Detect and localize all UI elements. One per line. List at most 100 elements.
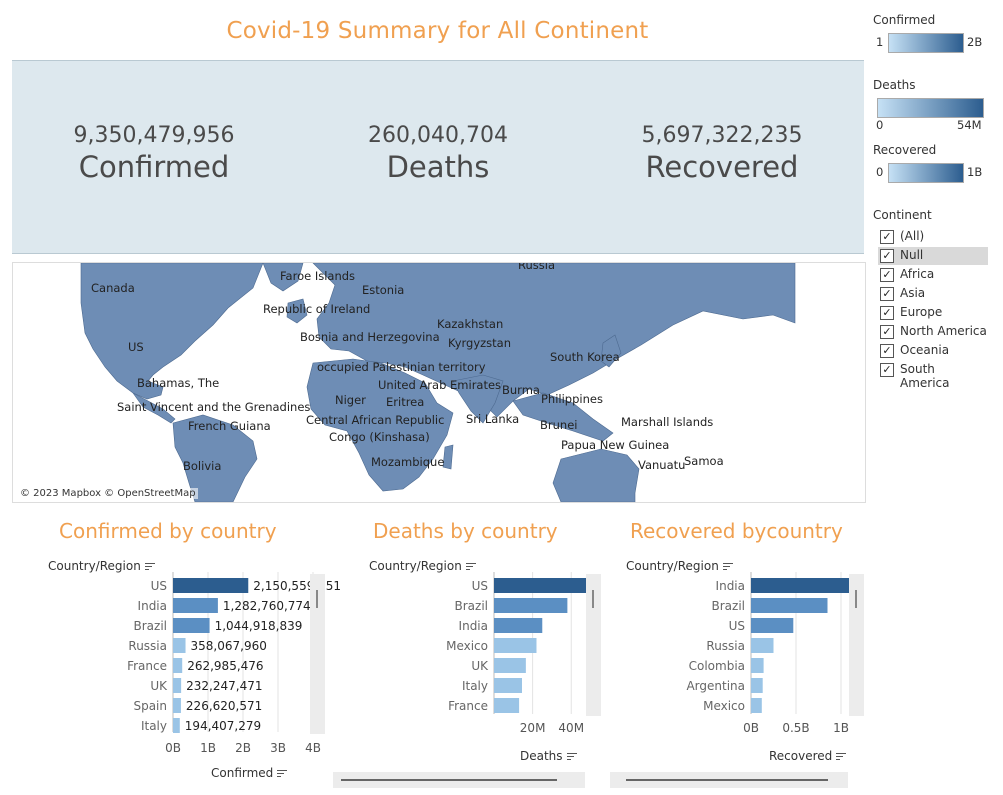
confirmed-vertical-scrollbar[interactable] [310, 574, 325, 734]
bar[interactable] [173, 718, 180, 733]
continent-option-oceania[interactable]: ✓ Oceania [878, 342, 988, 360]
sort-icon[interactable] [566, 752, 577, 761]
category-label[interactable]: Argentina [686, 679, 745, 693]
bar[interactable] [751, 578, 850, 593]
continent-option-africa[interactable]: ✓ Africa [878, 266, 988, 284]
category-label[interactable]: US [729, 619, 745, 633]
recovered-bar-chart[interactable]: 0B 0.5B 1B India Brazil US Russia Colombia Argen… [615, 572, 875, 772]
bar[interactable] [494, 638, 537, 653]
category-label[interactable]: Russia [706, 639, 745, 653]
scrollbar-thumb[interactable] [341, 779, 557, 781]
map-uk [286, 298, 308, 324]
category-label[interactable]: US [151, 579, 167, 593]
x-tick-label: 1B [200, 741, 216, 755]
recovered-axis-title[interactable]: Recovered [769, 749, 847, 763]
category-label[interactable]: India [138, 599, 167, 613]
kpi-recovered: 5,697,322,235 Recovered [580, 123, 864, 184]
bar[interactable] [494, 678, 522, 693]
confirmed-bar-chart[interactable]: 0B 1B 2B 3B 4B US 2,150,559,351 India 1,282,760,… [0, 572, 341, 782]
category-label[interactable]: UK [150, 679, 168, 693]
checkbox-checked-icon[interactable]: ✓ [880, 230, 894, 244]
scrollbar-thumb[interactable] [855, 590, 857, 608]
recovered-country-header[interactable]: Country/Region [626, 559, 733, 573]
kpi-panel: 9,350,479,956 Confirmed 260,040,704 Deat… [12, 60, 864, 254]
bar[interactable] [751, 698, 762, 713]
bar[interactable] [751, 618, 794, 633]
category-label[interactable]: US [472, 579, 488, 593]
category-label[interactable]: Brazil [712, 599, 746, 613]
checkbox-checked-icon[interactable]: ✓ [880, 306, 894, 320]
deaths-axis-title[interactable]: Deaths [520, 749, 577, 763]
kpi-deaths: 260,040,704 Deaths [296, 123, 580, 184]
continent-option-all[interactable]: ✓ (All) [878, 228, 988, 246]
bar[interactable] [751, 678, 763, 693]
bar[interactable] [494, 598, 568, 613]
bar[interactable] [173, 598, 218, 613]
x-tick-label: 0B [165, 741, 181, 755]
bar[interactable] [494, 618, 543, 633]
bar[interactable] [751, 658, 764, 673]
continent-option-north-america[interactable]: ✓ North America [878, 323, 988, 341]
category-label[interactable]: India [716, 579, 745, 593]
checkbox-checked-icon[interactable]: ✓ [880, 363, 894, 377]
category-label[interactable]: Brazil [455, 599, 489, 613]
checkbox-checked-icon[interactable]: ✓ [880, 287, 894, 301]
bar[interactable] [494, 578, 599, 593]
map-label-mozambique: Mozambique [371, 455, 445, 469]
sort-icon[interactable] [465, 562, 476, 571]
world-map[interactable]: Russia Faroe Islands Canada Estonia Repu… [12, 262, 866, 503]
continent-option-null[interactable]: ✓ Null [878, 247, 988, 265]
continent-option-label: (All) [900, 229, 925, 243]
continent-option-south-america[interactable]: ✓ South America [878, 361, 988, 390]
checkbox-checked-icon[interactable]: ✓ [880, 268, 894, 282]
recovered-vertical-scrollbar[interactable] [849, 574, 864, 716]
confirmed-axis-title[interactable]: Confirmed [211, 766, 288, 780]
category-label[interactable]: France [127, 659, 167, 673]
deaths-bar-chart[interactable]: 20M 40M US Brazil India Mexico UK Italy France [330, 572, 615, 772]
bar[interactable] [173, 618, 210, 633]
bar[interactable] [751, 638, 774, 653]
category-label[interactable]: Russia [128, 639, 167, 653]
scrollbar-thumb[interactable] [316, 590, 318, 608]
map-attribution[interactable]: © 2023 Mapbox © OpenStreetMap [18, 488, 198, 499]
checkbox-checked-icon[interactable]: ✓ [880, 249, 894, 263]
sort-icon[interactable] [722, 562, 733, 571]
bar[interactable] [173, 578, 249, 593]
kpi-recovered-label: Recovered [645, 150, 799, 184]
category-label[interactable]: Mexico [446, 639, 488, 653]
bar[interactable] [173, 638, 186, 653]
scrollbar-thumb[interactable] [592, 590, 594, 608]
category-label[interactable]: Colombia [689, 659, 745, 673]
category-label[interactable]: Italy [141, 719, 167, 733]
category-label[interactable]: Brazil [134, 619, 168, 633]
continent-option-asia[interactable]: ✓ Asia [878, 285, 988, 303]
category-label[interactable]: Mexico [703, 699, 745, 713]
sort-icon[interactable] [277, 769, 288, 778]
checkbox-checked-icon[interactable]: ✓ [880, 325, 894, 339]
confirmed-country-header[interactable]: Country/Region [48, 559, 155, 573]
sort-icon[interactable] [144, 562, 155, 571]
bar[interactable] [751, 598, 828, 613]
category-label[interactable]: Spain [133, 699, 167, 713]
map-greenland [262, 263, 304, 292]
category-label[interactable]: India [459, 619, 488, 633]
deaths-country-header[interactable]: Country/Region [369, 559, 476, 573]
bar[interactable] [173, 698, 181, 713]
bar[interactable] [173, 678, 182, 693]
category-label[interactable]: UK [471, 659, 489, 673]
deaths-horizontal-scrollbar[interactable] [333, 772, 585, 788]
sort-icon[interactable] [836, 752, 847, 761]
legend-deaths-title: Deaths [873, 78, 916, 92]
kpi-confirmed: 9,350,479,956 Confirmed [12, 123, 296, 184]
category-label[interactable]: France [448, 699, 488, 713]
bar[interactable] [173, 658, 183, 673]
scrollbar-thumb[interactable] [626, 779, 828, 781]
map-southeast-asia [512, 392, 614, 442]
recovered-horizontal-scrollbar[interactable] [610, 772, 848, 788]
continent-option-europe[interactable]: ✓ Europe [878, 304, 988, 322]
deaths-vertical-scrollbar[interactable] [586, 574, 601, 716]
category-label[interactable]: Italy [462, 679, 488, 693]
checkbox-checked-icon[interactable]: ✓ [880, 344, 894, 358]
bar[interactable] [494, 698, 520, 713]
bar[interactable] [494, 658, 526, 673]
